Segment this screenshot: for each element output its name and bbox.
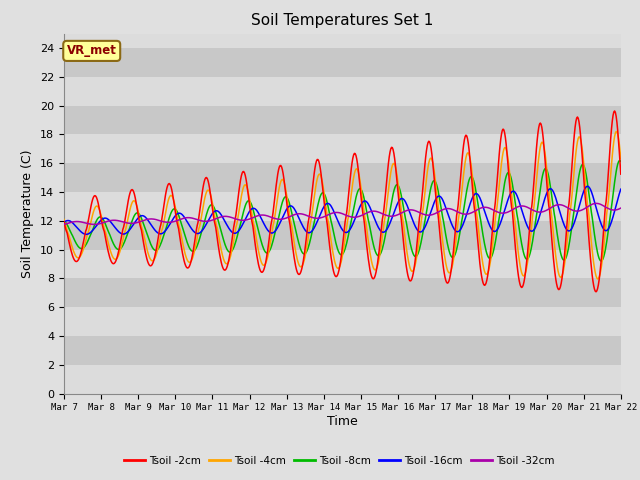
Bar [64, 365, 621, 394]
Bar [64, 192, 621, 221]
Bar [64, 48, 621, 77]
Bar [64, 221, 621, 250]
Bar [64, 336, 621, 365]
Bar [64, 106, 621, 134]
Y-axis label: Soil Temperature (C): Soil Temperature (C) [22, 149, 35, 278]
Bar [64, 19, 621, 48]
Bar [64, 250, 621, 278]
Text: VR_met: VR_met [67, 44, 116, 58]
Bar [64, 134, 621, 163]
Bar [64, 278, 621, 307]
Bar [64, 77, 621, 106]
Title: Soil Temperatures Set 1: Soil Temperatures Set 1 [252, 13, 433, 28]
X-axis label: Time: Time [327, 415, 358, 428]
Bar [64, 163, 621, 192]
Bar [64, 307, 621, 336]
Legend: Tsoil -2cm, Tsoil -4cm, Tsoil -8cm, Tsoil -16cm, Tsoil -32cm: Tsoil -2cm, Tsoil -4cm, Tsoil -8cm, Tsoi… [120, 452, 559, 470]
